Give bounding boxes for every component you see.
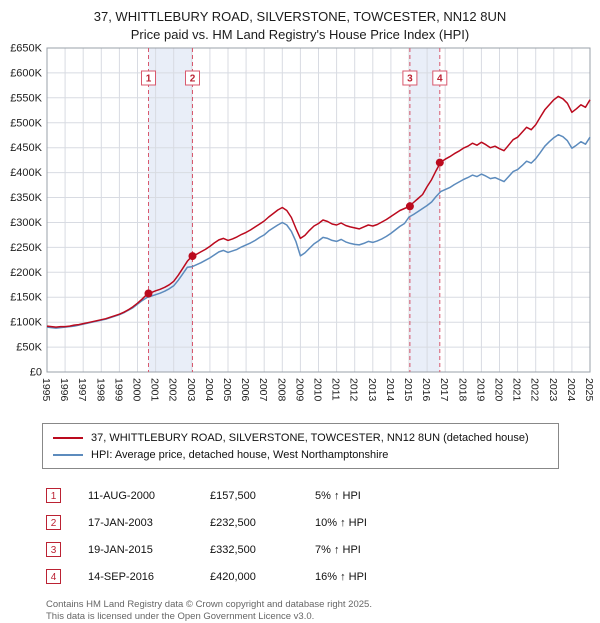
svg-text:2011: 2011	[330, 378, 342, 401]
svg-text:2008: 2008	[275, 378, 287, 402]
footer-line1: Contains HM Land Registry data © Crown c…	[46, 599, 372, 610]
svg-text:£200K: £200K	[10, 267, 42, 279]
svg-text:2022: 2022	[529, 378, 541, 402]
svg-text:4: 4	[437, 74, 443, 85]
svg-text:£100K: £100K	[10, 317, 42, 329]
svg-text:£450K: £450K	[10, 142, 42, 154]
svg-text:2015: 2015	[402, 378, 414, 402]
svg-text:£350K: £350K	[10, 192, 42, 204]
svg-text:1997: 1997	[76, 378, 88, 402]
svg-text:1995: 1995	[40, 378, 52, 402]
svg-text:£500K: £500K	[10, 117, 42, 129]
svg-text:1: 1	[146, 74, 152, 85]
svg-text:1998: 1998	[94, 378, 106, 402]
transaction-marker-4: 4	[46, 569, 61, 584]
svg-text:£150K: £150K	[10, 292, 42, 304]
transaction-row: 2 17-JAN-2003 £232,500 10% ↑ HPI	[46, 509, 600, 536]
svg-text:£400K: £400K	[10, 167, 42, 179]
svg-text:£300K: £300K	[10, 217, 42, 229]
svg-text:£650K: £650K	[10, 43, 42, 55]
svg-text:£0: £0	[30, 367, 42, 379]
svg-text:2010: 2010	[312, 378, 324, 402]
svg-text:£250K: £250K	[10, 242, 42, 254]
legend-item-hpi: HPI: Average price, detached house, West…	[51, 446, 550, 463]
transaction-price: £332,500	[210, 543, 256, 556]
transaction-hpi-diff: 5% ↑ HPI	[315, 489, 361, 502]
svg-text:2007: 2007	[257, 378, 269, 402]
property-line-swatch	[53, 436, 83, 439]
svg-text:2020: 2020	[493, 378, 505, 402]
svg-text:2023: 2023	[547, 378, 559, 402]
license-footer: Contains HM Land Registry data © Crown c…	[46, 599, 600, 623]
transaction-date: 17-JAN-2003	[88, 516, 153, 529]
svg-text:2014: 2014	[384, 378, 396, 402]
legend-item-property: 37, WHITTLEBURY ROAD, SILVERSTONE, TOWCE…	[51, 429, 550, 446]
transactions-table: 1 11-AUG-2000 £157,500 5% ↑ HPI 2 17-JAN…	[46, 482, 600, 590]
svg-text:2018: 2018	[456, 378, 468, 402]
transaction-price: £157,500	[210, 489, 256, 502]
svg-text:2004: 2004	[203, 378, 215, 402]
transaction-date: 14-SEP-2016	[88, 570, 155, 583]
svg-text:2006: 2006	[239, 378, 251, 402]
transaction-price: £420,000	[210, 570, 256, 583]
transaction-row: 4 14-SEP-2016 £420,000 16% ↑ HPI	[46, 563, 600, 590]
svg-text:2012: 2012	[348, 378, 360, 402]
svg-text:2003: 2003	[185, 378, 197, 402]
svg-text:2: 2	[190, 74, 196, 85]
svg-text:1996: 1996	[58, 378, 70, 402]
transaction-date: 19-JAN-2015	[88, 543, 153, 556]
transaction-row: 3 19-JAN-2015 £332,500 7% ↑ HPI	[46, 536, 600, 563]
transaction-hpi-diff: 10% ↑ HPI	[315, 516, 367, 529]
svg-text:3: 3	[407, 74, 413, 85]
footer-line2: This data is licensed under the Open Gov…	[46, 611, 315, 622]
svg-text:2013: 2013	[366, 378, 378, 402]
hpi-line-swatch	[53, 453, 83, 456]
page-subtitle: Price paid vs. HM Land Registry's House …	[130, 27, 470, 42]
legend-label-hpi: HPI: Average price, detached house, West…	[91, 448, 389, 461]
transaction-marker-2: 2	[46, 515, 61, 530]
svg-text:2002: 2002	[167, 378, 179, 402]
transaction-price: £232,500	[210, 516, 256, 529]
transaction-marker-3: 3	[46, 542, 61, 557]
svg-text:2019: 2019	[474, 378, 486, 402]
svg-text:2017: 2017	[438, 378, 450, 402]
transaction-date: 11-AUG-2000	[88, 489, 156, 502]
legend-label-property: 37, WHITTLEBURY ROAD, SILVERSTONE, TOWCE…	[91, 431, 529, 444]
price-history-chart: £0 £50K £100K £150K £200K £250K £300K £350K £400…	[10, 43, 595, 402]
svg-text:2024: 2024	[565, 378, 577, 402]
svg-text:1999: 1999	[112, 378, 124, 402]
svg-text:2005: 2005	[221, 378, 233, 402]
svg-text:2009: 2009	[293, 378, 305, 402]
chart-legend: 37, WHITTLEBURY ROAD, SILVERSTONE, TOWCE…	[42, 423, 559, 469]
svg-text:2016: 2016	[420, 378, 432, 402]
transaction-row: 1 11-AUG-2000 £157,500 5% ↑ HPI	[46, 482, 600, 509]
transaction-marker-1: 1	[46, 488, 61, 503]
svg-text:£550K: £550K	[10, 92, 42, 104]
svg-text:£600K: £600K	[10, 67, 42, 79]
svg-text:2025: 2025	[583, 378, 595, 402]
transaction-hpi-diff: 16% ↑ HPI	[315, 570, 367, 583]
svg-text:£50K: £50K	[16, 342, 42, 354]
svg-text:2021: 2021	[511, 378, 523, 402]
svg-text:2001: 2001	[149, 378, 161, 402]
transaction-hpi-diff: 7% ↑ HPI	[315, 543, 361, 556]
svg-text:2000: 2000	[131, 378, 143, 402]
page-title: 37, WHITTLEBURY ROAD, SILVERSTONE, TOWCE…	[93, 9, 507, 24]
